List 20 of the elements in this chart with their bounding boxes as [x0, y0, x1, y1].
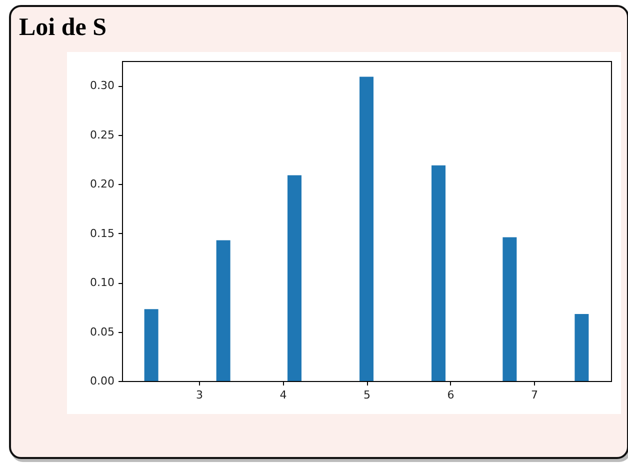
bar — [574, 314, 589, 381]
y-tick-label: 0.10 — [90, 276, 114, 290]
x-tick-label: 7 — [530, 388, 538, 402]
y-tick-label: 0.20 — [90, 178, 114, 191]
x-tick-label: 4 — [280, 388, 287, 402]
x-tick-label: 5 — [364, 388, 370, 402]
y-tick-label: 0.30 — [90, 79, 114, 92]
y-tick-label: 0.05 — [90, 325, 114, 338]
chart-title: Loi de S — [19, 14, 107, 42]
x-tick-label: 6 — [447, 388, 454, 402]
bar — [216, 240, 230, 381]
y-tick-label: 0.15 — [90, 226, 114, 240]
bar — [502, 237, 517, 381]
bar — [432, 165, 446, 381]
bar — [144, 309, 158, 381]
bar — [287, 175, 302, 381]
bar — [360, 76, 374, 381]
x-tick-label: 3 — [196, 388, 204, 402]
y-tick-label: 0.00 — [90, 374, 114, 388]
y-tick-label: 0.25 — [90, 128, 114, 142]
